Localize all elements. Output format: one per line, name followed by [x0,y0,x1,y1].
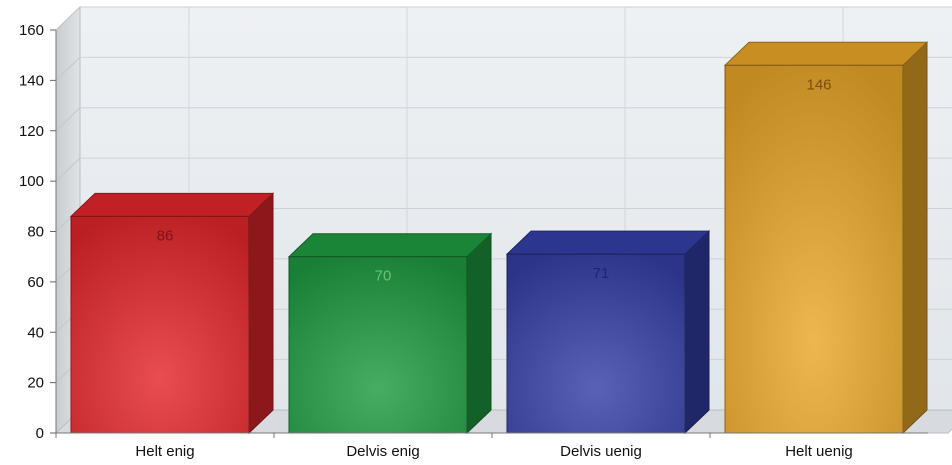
bar-shine [289,256,467,433]
y-tick-label: 0 [36,425,44,442]
data-label: 146 [806,76,831,93]
gridline-side [55,107,81,132]
data-label: 86 [157,227,174,244]
bar-shine [725,65,903,433]
y-tick-label: 60 [27,274,44,291]
bar-helt-uenig: 146 [723,41,929,435]
bar-top [287,233,493,258]
y-tick-label: 160 [19,22,44,39]
data-label: 71 [593,265,610,282]
bar-side [466,232,492,435]
bar-top [505,230,711,255]
x-tick-label: Helt enig [135,443,194,460]
bar-shine [507,254,685,433]
y-axis: 0 20 40 60 80 100 120 140 160 [19,22,57,442]
bar-side [248,192,274,435]
bar-delvis-enig: 70 [287,232,493,435]
y-tick-label: 80 [27,224,44,241]
gridline-side [55,157,81,182]
bar-shine [71,216,249,433]
bar-delvis-uenig: 71 [505,229,711,435]
y-tick-label: 100 [19,173,44,190]
bar-side [902,41,928,435]
x-tick-label: Helt uenig [785,443,853,460]
x-axis: Helt enig Delvis enig Delvis uenig Helt uen… [55,432,928,460]
bar-helt-enig: 86 [69,192,275,435]
bar-top [69,192,275,217]
y-tick-label: 140 [19,72,44,89]
y-tick-label: 40 [27,324,44,341]
gridline-side [55,6,81,31]
x-tick-label: Delvis enig [346,443,419,460]
data-label: 70 [375,268,392,285]
bar-top [723,41,929,66]
bars: 86 70 71 146 [69,41,929,435]
gridline-side [55,57,81,81]
x-tick-label: Delvis uenig [560,443,642,460]
y-tick-label: 20 [27,375,44,392]
y-tick-label: 120 [19,123,44,140]
bar-side [684,229,710,435]
